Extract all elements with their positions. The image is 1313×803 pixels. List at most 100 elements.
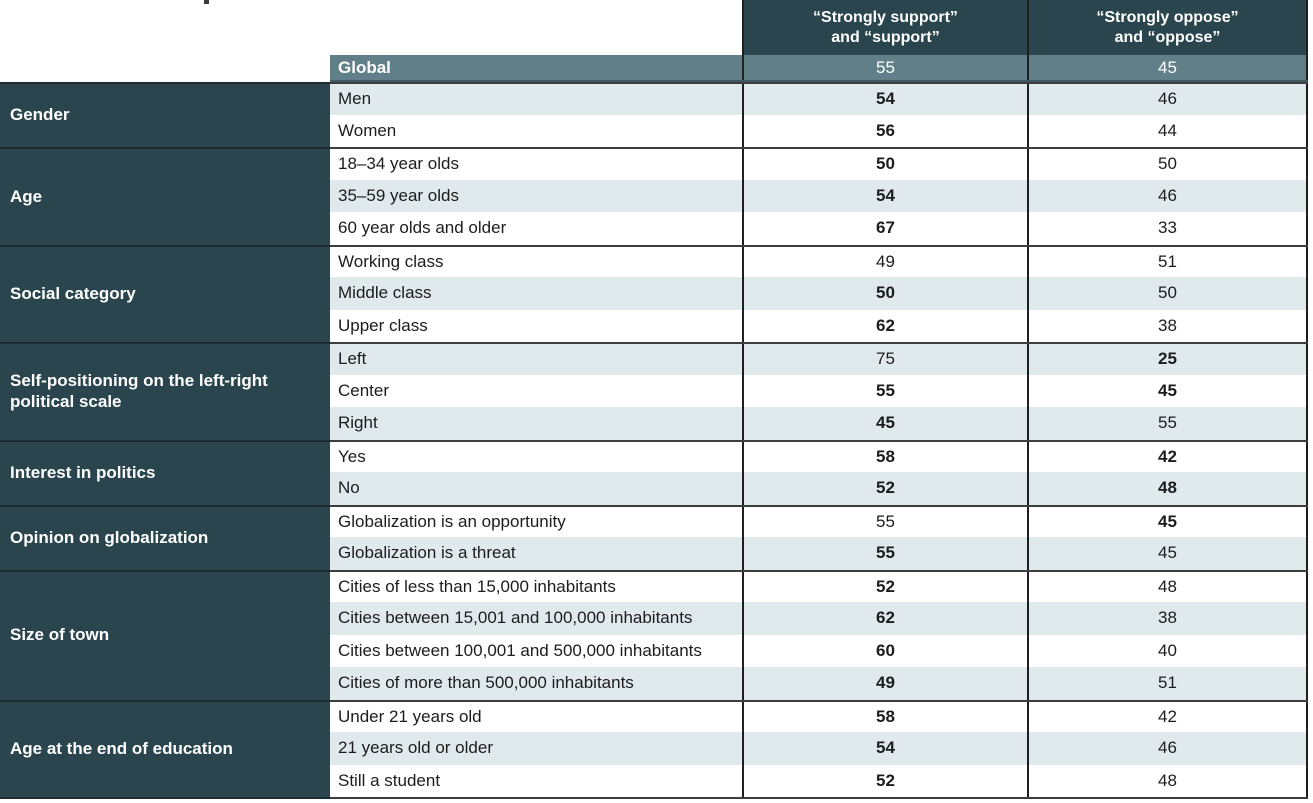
support-value: 54	[742, 732, 1027, 765]
row-label: No	[338, 478, 360, 498]
header-support-column: “Strongly support” and “support”	[742, 0, 1027, 55]
table-row: Right 45 55	[330, 407, 1308, 440]
category-political-scale: Self-positioning on the left-right polit…	[0, 342, 330, 440]
table-row: Center 55 45	[330, 374, 1308, 407]
support-value: 62	[742, 602, 1027, 635]
category-education-age: Age at the end of education	[0, 699, 330, 797]
table-row: Globalization is an opportunity 55 45	[330, 504, 1308, 537]
table-row: Cities of more than 500,000 inhabitants …	[330, 667, 1308, 700]
row-label: Cities of less than 15,000 inhabitants	[338, 576, 616, 596]
header-oppose-column: “Strongly oppose” and “oppose”	[1027, 0, 1308, 55]
table-row: Still a student 52 48	[330, 764, 1308, 797]
oppose-value: 50	[1027, 149, 1308, 180]
header-oppose-line1: “Strongly oppose”	[1096, 8, 1239, 26]
row-label: Working class	[338, 251, 444, 271]
support-value: 45	[742, 407, 1027, 440]
table-row: Left 75 25	[330, 342, 1308, 375]
oppose-value: 51	[1027, 246, 1308, 277]
category-gender: Gender	[0, 82, 330, 147]
table-row: 21 years old or older 54 46	[330, 732, 1308, 765]
header-oppose-line2: and “oppose”	[1114, 28, 1221, 46]
row-label: Center	[338, 380, 390, 400]
global-row: Global 55 45	[330, 55, 1308, 82]
category-opinion-globalization: Opinion on globalization	[0, 504, 330, 570]
oppose-value: 25	[1027, 344, 1308, 375]
table-row: Cities between 15,001 and 100,000 inhabi…	[330, 602, 1308, 635]
oppose-value: 48	[1027, 571, 1308, 602]
oppose-value: 33	[1027, 212, 1308, 245]
oppose-value: 40	[1027, 634, 1308, 667]
oppose-value: 46	[1027, 84, 1308, 115]
table-row: 60 year olds and older 67 33	[330, 212, 1308, 245]
row-label: Globalization is a threat	[338, 543, 516, 563]
row-label: Upper class	[338, 315, 428, 335]
category-interest-politics: Interest in politics	[0, 439, 330, 505]
row-label: 21 years old or older	[338, 738, 493, 758]
category-age: Age	[0, 147, 330, 245]
support-value: 54	[742, 179, 1027, 212]
table-row: Cities between 100,001 and 500,000 inhab…	[330, 634, 1308, 667]
header-support-line2: and “support”	[831, 28, 940, 46]
table-row: 35–59 year olds 54 46	[330, 179, 1308, 212]
support-value: 52	[742, 764, 1027, 797]
oppose-value: 45	[1027, 537, 1308, 570]
support-value: 52	[742, 571, 1027, 602]
oppose-value: 46	[1027, 179, 1308, 212]
row-label: Men	[338, 89, 372, 109]
table-row: Cities of less than 15,000 inhabitants 5…	[330, 569, 1308, 602]
row-label: Left	[338, 349, 367, 369]
row-label: Cities between 100,001 and 500,000 inhab…	[338, 640, 702, 660]
support-value: 49	[742, 246, 1027, 277]
table-header: “Strongly support” and “support” “Strong…	[742, 0, 1308, 55]
table-row: No 52 48	[330, 472, 1308, 505]
support-value: 54	[742, 84, 1027, 115]
table-row: Globalization is a threat 55 45	[330, 537, 1308, 570]
table-row: Men 54 46	[330, 82, 1308, 115]
row-label: Middle class	[338, 283, 432, 303]
category-social: Social category	[0, 244, 330, 342]
table-row: Women 56 44	[330, 114, 1308, 147]
support-value: 50	[742, 277, 1027, 310]
row-label: Cities between 15,001 and 100,000 inhabi…	[338, 608, 693, 628]
table-row: Middle class 50 50	[330, 277, 1308, 310]
support-value: 55	[742, 537, 1027, 570]
category-size-of-town: Size of town	[0, 569, 330, 700]
support-value: 52	[742, 472, 1027, 505]
table-row: Under 21 years old 58 42	[330, 699, 1308, 732]
oppose-value: 48	[1027, 764, 1308, 797]
support-value: 60	[742, 634, 1027, 667]
table-row: Yes 58 42	[330, 439, 1308, 472]
global-label: Global	[338, 57, 391, 77]
support-value: 55	[742, 506, 1027, 537]
oppose-value: 42	[1027, 441, 1308, 472]
row-label: Yes	[338, 446, 366, 466]
support-value: 55	[742, 374, 1027, 407]
oppose-value: 38	[1027, 309, 1308, 342]
support-value: 62	[742, 309, 1027, 342]
global-oppose-value: 45	[1027, 55, 1308, 80]
oppose-value: 44	[1027, 114, 1308, 147]
oppose-value: 46	[1027, 732, 1308, 765]
header-support-line1: “Strongly support”	[813, 8, 958, 26]
oppose-value: 55	[1027, 407, 1308, 440]
global-support-value: 55	[742, 55, 1027, 80]
oppose-value: 50	[1027, 277, 1308, 310]
row-label: 60 year olds and older	[338, 218, 507, 238]
row-label: Still a student	[338, 770, 441, 790]
oppose-value: 45	[1027, 374, 1308, 407]
row-label: Cities of more than 500,000 inhabitants	[338, 673, 634, 693]
oppose-value: 38	[1027, 602, 1308, 635]
row-label: Women	[338, 120, 397, 140]
support-value: 67	[742, 212, 1027, 245]
oppose-value: 45	[1027, 506, 1308, 537]
table-row: 18–34 year olds 50 50	[330, 147, 1308, 180]
row-label: 35–59 year olds	[338, 185, 459, 205]
support-value: 75	[742, 344, 1027, 375]
oppose-value: 48	[1027, 472, 1308, 505]
support-value: 49	[742, 667, 1027, 700]
table-row: Upper class 62 38	[330, 309, 1308, 342]
support-value: 56	[742, 114, 1027, 147]
oppose-value: 51	[1027, 667, 1308, 700]
category-column: Gender Age Social category Self-position…	[0, 82, 330, 799]
